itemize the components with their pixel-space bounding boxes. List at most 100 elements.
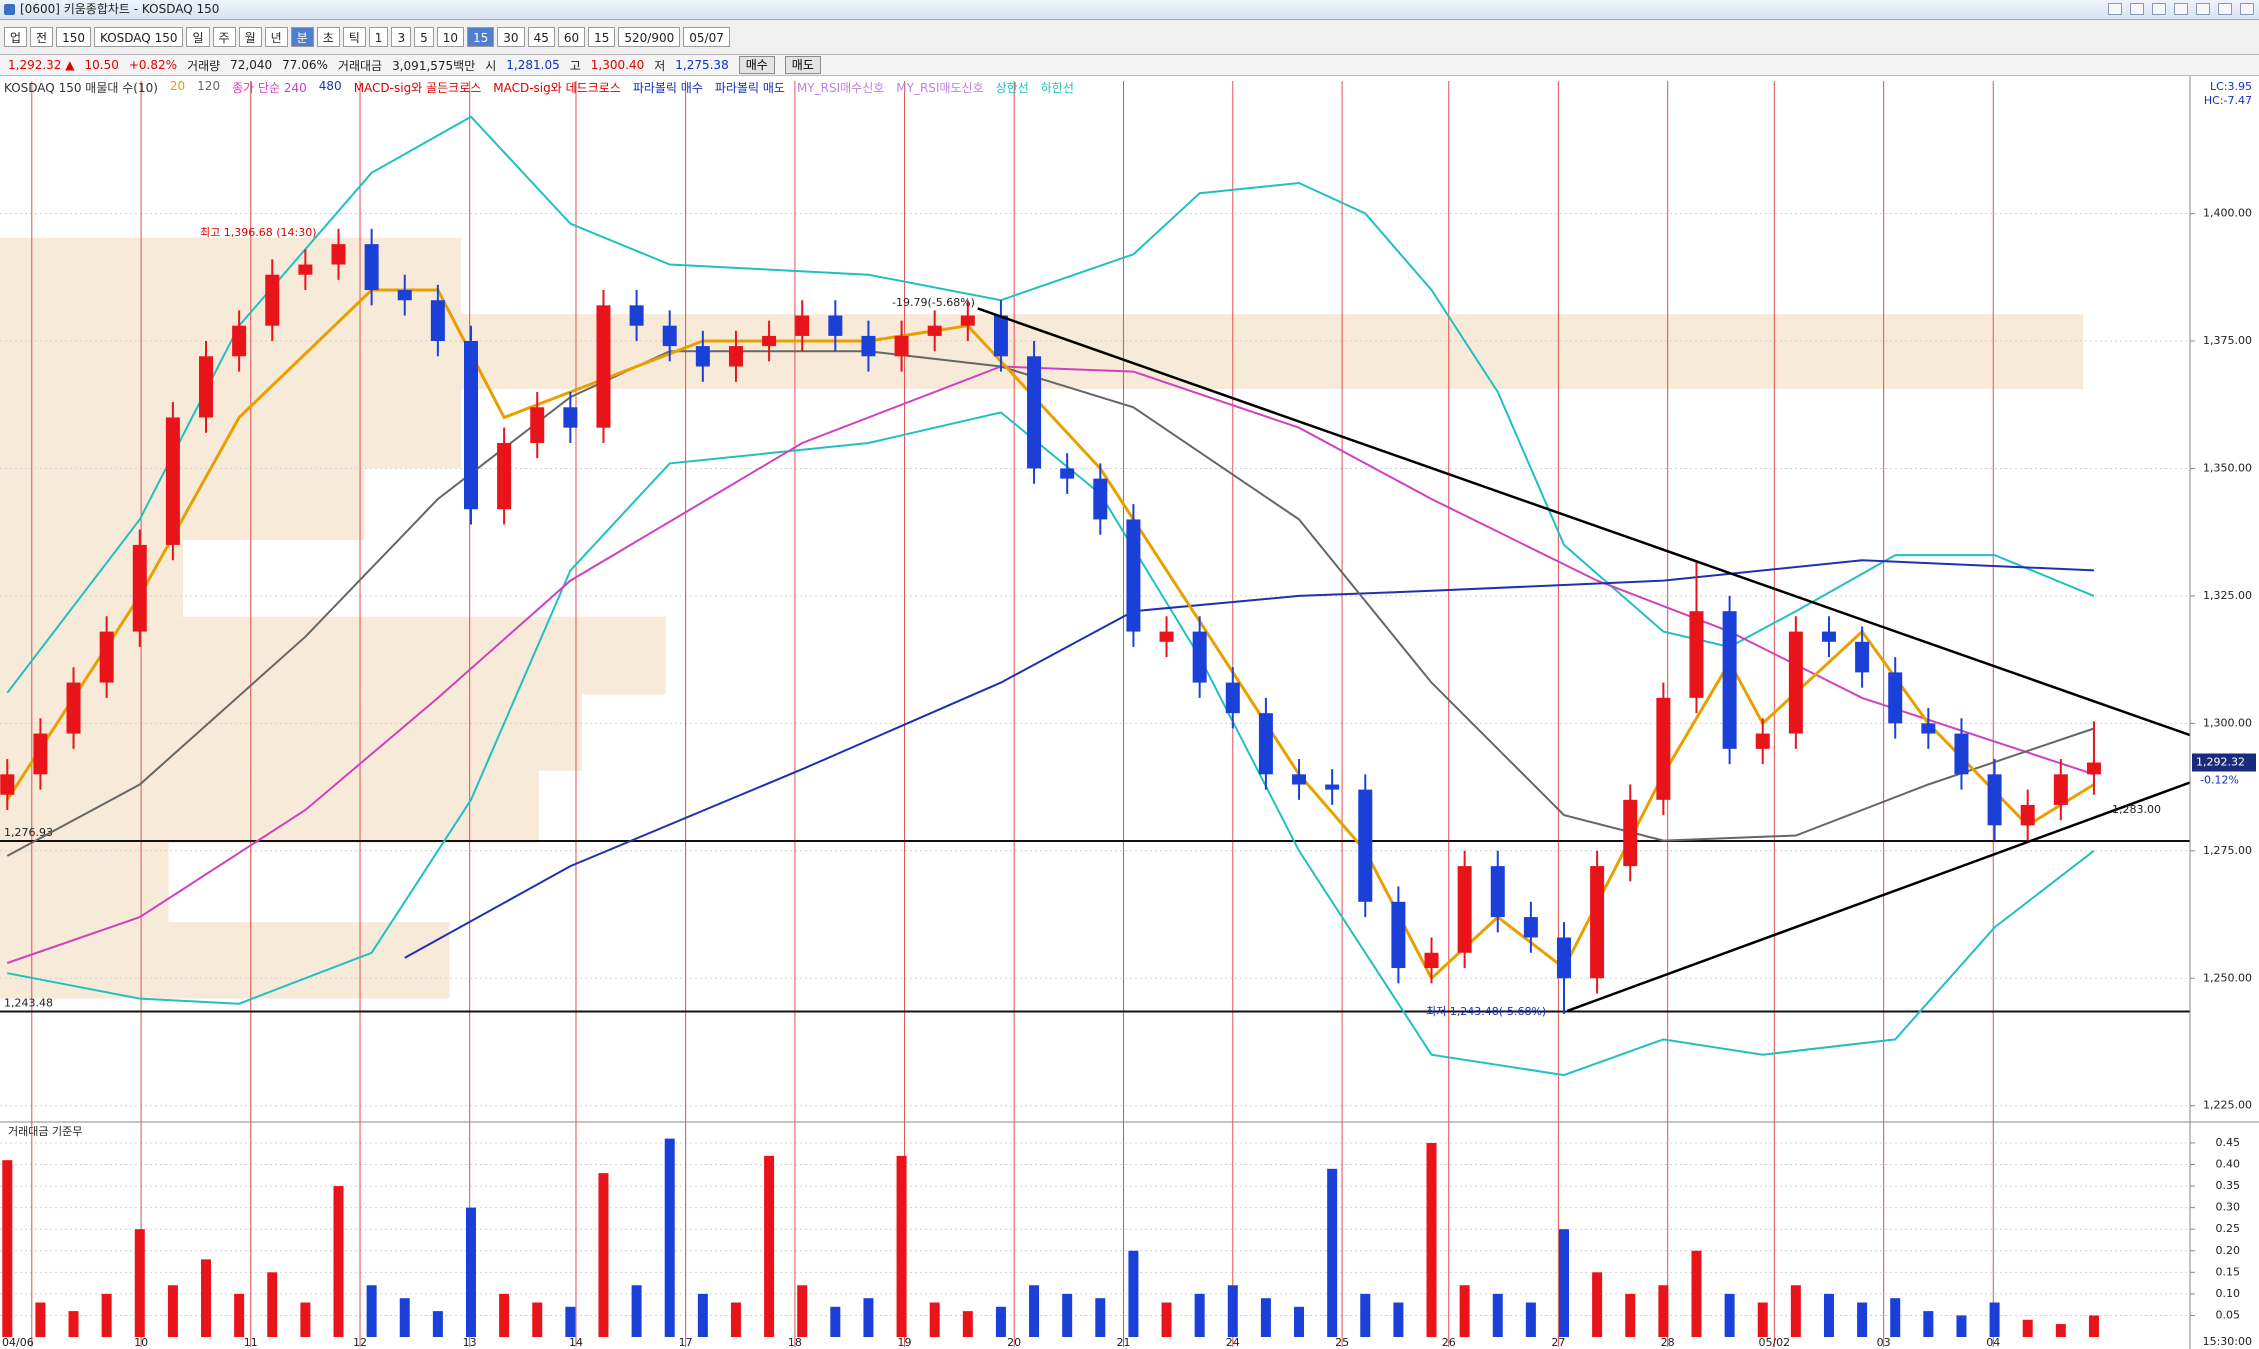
candle-body	[795, 315, 810, 336]
volume-bar	[1658, 1285, 1669, 1337]
toolbar-button[interactable]: 분	[290, 27, 314, 47]
toolbar-button[interactable]: 15	[467, 27, 495, 47]
candle-body	[1325, 784, 1340, 790]
toolbar-button[interactable]: 월	[238, 27, 262, 47]
volume-bar	[962, 1311, 973, 1337]
y-tick-label: 0.15	[2216, 1265, 2241, 1278]
toolbar-button[interactable]: 업	[4, 27, 28, 47]
info-item: 77.06%	[282, 58, 328, 72]
toolbar-button[interactable]: 15	[588, 27, 616, 47]
window-button[interactable]	[2196, 3, 2210, 15]
order-button[interactable]: 매도	[784, 56, 821, 74]
candle-body	[1557, 937, 1572, 979]
x-tick-label: 18	[788, 1336, 802, 1349]
toolbar-button[interactable]: 520/900	[618, 27, 681, 47]
volume-bar	[598, 1173, 609, 1337]
info-item: 3,091,575백만	[392, 58, 476, 73]
y-tick-label: 1,350.00	[2203, 461, 2252, 474]
window-button[interactable]	[2130, 3, 2144, 15]
window-button[interactable]	[2152, 3, 2166, 15]
toolbar-button[interactable]: 30	[497, 27, 525, 47]
candle-body	[0, 774, 15, 795]
toolbar-button[interactable]: 전	[30, 27, 54, 47]
legend-item: 120	[197, 79, 221, 93]
toolbar-button[interactable]: 45	[527, 27, 555, 47]
legend-item: MY_RSI매수신호	[796, 81, 885, 95]
indicator-line	[6, 350, 2095, 857]
candle-body	[1656, 697, 1671, 800]
candle-body	[1060, 468, 1075, 479]
x-tick-label: 24	[1226, 1336, 1240, 1349]
volume-bar	[631, 1285, 642, 1337]
trend-line	[1566, 781, 2191, 1013]
x-tick-label: 11	[244, 1336, 258, 1349]
candle-body	[265, 274, 280, 326]
candle-body	[2053, 774, 2068, 805]
order-button[interactable]: 매수	[738, 56, 775, 74]
candle-body	[232, 325, 247, 357]
toolbar-button[interactable]: 10	[436, 27, 464, 47]
candle-body	[1159, 631, 1174, 642]
volume-bar	[1592, 1272, 1603, 1337]
candle-body	[1192, 631, 1207, 683]
y-tick-label: 0.10	[2216, 1287, 2241, 1300]
volume-bar	[300, 1302, 311, 1337]
candle-body	[1755, 733, 1770, 749]
candle-body	[1126, 519, 1141, 632]
change-label: -0.12%	[2200, 774, 2239, 787]
toolbar-button[interactable]: 일	[186, 27, 210, 47]
title-bar: [0600] 키움종합차트 - KOSDAQ 150	[0, 0, 2259, 20]
trend-line	[977, 307, 2191, 737]
candle-body	[2020, 804, 2035, 826]
candle-body	[1093, 478, 1108, 520]
candle-body	[1258, 713, 1273, 775]
legend-item: 20	[169, 79, 186, 93]
toolbar-button[interactable]: 틱	[342, 27, 366, 47]
toolbar-button[interactable]: 3	[391, 27, 412, 47]
volume-bar	[730, 1302, 741, 1337]
toolbar-button[interactable]: 05/07	[683, 27, 730, 47]
toolbar-button[interactable]: KOSDAQ 150	[94, 27, 184, 47]
volume-bar	[1823, 1293, 1834, 1337]
volume-bar	[499, 1293, 510, 1337]
y-tick-label: 1,275.00	[2203, 844, 2252, 857]
volume-bar	[1095, 1298, 1106, 1337]
toolbar-button[interactable]: 60	[557, 27, 586, 47]
candle-body	[629, 305, 644, 326]
volume-bar	[1194, 1293, 1205, 1337]
volume-bar	[399, 1298, 410, 1337]
volume-bar	[1459, 1285, 1470, 1337]
candle-body	[397, 290, 412, 301]
candle-body	[662, 325, 677, 347]
legend-item: 파라볼릭 매수	[632, 81, 703, 95]
window-button[interactable]	[2174, 3, 2188, 15]
volume-bar	[1857, 1302, 1868, 1337]
window-button[interactable]	[2108, 3, 2122, 15]
toolbar-button[interactable]: 주	[212, 27, 236, 47]
candle-body	[960, 315, 975, 326]
profile-box	[0, 237, 462, 315]
legend-item: 상한선	[995, 81, 1029, 95]
toolbar-button[interactable]: 초	[316, 27, 340, 47]
window-button[interactable]	[2240, 3, 2254, 15]
candle-body	[463, 341, 478, 510]
volume-title: 거래대금 기준무	[8, 1125, 82, 1138]
volume-profile	[0, 237, 2084, 999]
volume-bar	[1128, 1250, 1139, 1337]
toolbar-button[interactable]: 5	[414, 27, 434, 47]
volume-bar	[1890, 1298, 1901, 1337]
y-tick-label: 0.25	[2216, 1222, 2241, 1235]
toolbar-button[interactable]: 년	[264, 27, 288, 47]
toolbar-button[interactable]: 150	[56, 27, 91, 47]
volume-bar	[2022, 1319, 2033, 1337]
volume-bar	[565, 1306, 576, 1337]
info-item: 시	[485, 58, 497, 73]
candle-body	[1523, 917, 1538, 938]
window-title: [0600] 키움종합차트 - KOSDAQ 150	[20, 2, 220, 16]
window-button[interactable]	[2218, 3, 2232, 15]
x-tick-label: 20	[1007, 1336, 1021, 1349]
profile-box	[0, 314, 2084, 389]
y-tick-label: 0.45	[2216, 1136, 2241, 1149]
toolbar-button[interactable]: 1	[368, 27, 389, 47]
candle-body	[66, 682, 81, 734]
